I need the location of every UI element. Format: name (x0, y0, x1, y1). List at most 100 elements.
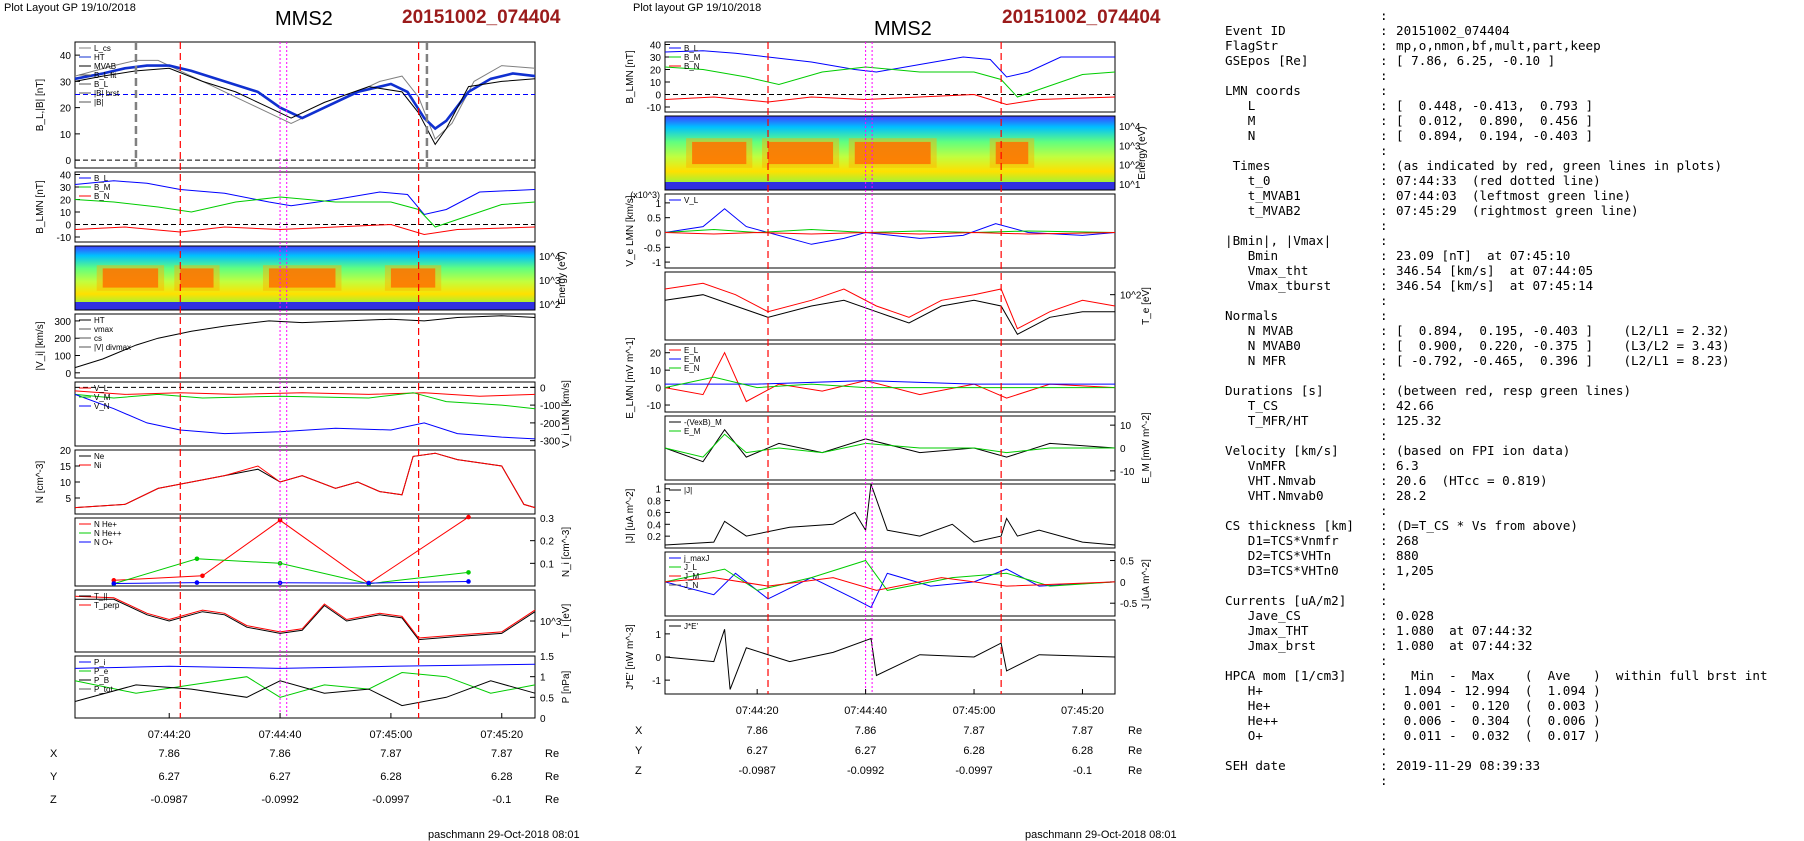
legend-label: B_L fit (94, 71, 117, 80)
series-line-black (74, 680, 536, 707)
series-line-red (74, 452, 536, 509)
y-tick-label: 0 (65, 369, 71, 380)
summary-colon: : (1380, 323, 1388, 338)
ephemeris-unit: Re (545, 771, 559, 783)
series-line-blue (74, 180, 536, 216)
y-tick-label: 30 (60, 183, 72, 194)
y-tick-label: 0.5 (647, 214, 661, 225)
summary-colon: : (1380, 368, 1388, 383)
series-line-blue (664, 50, 1115, 78)
panel-7: 0.20.40.60.81 |J| |J| [uA m^-2] (625, 483, 1116, 549)
summary-row: : (1225, 293, 1800, 308)
series-point-red (277, 517, 283, 523)
summary-row: D2=TCS*VHTn:880 (1225, 548, 1800, 563)
ephemeris-value: 7.87 (380, 748, 401, 760)
series-line-black (664, 483, 1116, 546)
energy-tick-label: 10^4 (539, 252, 561, 263)
summary-row: Vmax_tht:346.54 [km/s] at 07:44:05 (1225, 263, 1800, 278)
summary-row: Durations [s]: (between red, resp green l… (1225, 383, 1800, 398)
summary-key: N MVAB0 (1225, 338, 1301, 353)
summary-value (1396, 308, 1800, 323)
summary-key: D1=TCS*Vnmfr (1225, 533, 1339, 548)
summary-row: VnMFR:6.3 (1225, 458, 1800, 473)
summary-colon: : (1380, 698, 1388, 713)
y-tick-label: -1 (652, 676, 661, 687)
summary-value: mp,o,nmon,bf,mult,part,keep (1396, 38, 1601, 53)
panel-frame (664, 483, 1116, 549)
y-tick-label: 0.2 (647, 532, 661, 543)
series-line-black (664, 428, 1116, 463)
summary-row: LMN coords: (1225, 83, 1800, 98)
legend-label: B_L (94, 174, 109, 183)
panel-frame (664, 551, 1116, 617)
legend-label: HT (94, 316, 105, 325)
summary-key: Bmin (1225, 248, 1279, 263)
series-line-red (74, 595, 536, 639)
time-tick-label: 07:45:20 (480, 729, 523, 741)
summary-colon: : (1380, 428, 1388, 443)
summary-value: 6.3 (1396, 458, 1419, 473)
panel-4: 10^2 T_e [eV] (664, 271, 1152, 341)
summary-row: : (1225, 8, 1800, 23)
summary-value (1396, 428, 1800, 443)
legend-label: P_B (94, 676, 109, 685)
summary-row: N: [ 0.894, 0.194, -0.403 ] (1225, 128, 1800, 143)
summary-colon: : (1380, 473, 1388, 488)
panel-frame (74, 449, 536, 515)
ephemeris-value: 6.27 (159, 771, 180, 783)
summary-key (1225, 578, 1380, 593)
legend-label: B_L (684, 44, 699, 53)
summary-colon: : (1380, 278, 1388, 293)
y-tick-label: 0 (655, 91, 661, 102)
summary-key: O+ (1225, 728, 1263, 743)
legend-label: vmax (94, 325, 113, 334)
time-tick-label: 07:44:20 (736, 705, 779, 717)
ephemeris-value: 6.27 (269, 771, 290, 783)
summary-row: He++: 0.006 - 0.304 ( 0.006 ) (1225, 713, 1800, 728)
summary-row: : (1225, 653, 1800, 668)
y-tick-label: 20 (650, 349, 662, 360)
legend-label: T_|| (94, 592, 108, 601)
ephemeris-value: -0.0987 (151, 794, 188, 806)
summary-row: GSEpos [Re]: [ 7.86, 6.25, -0.10 ] (1225, 53, 1800, 68)
summary-row: CS thickness [km]: (D=T_CS * Vs from abov… (1225, 518, 1800, 533)
panel-ylabel: N_i [cm^-3] (561, 527, 572, 577)
ephemeris-label-x: X (635, 725, 643, 737)
summary-key: VnMFR (1225, 458, 1286, 473)
ephemeris-value: 6.28 (1072, 745, 1093, 757)
y-tick-label: 0 (65, 156, 71, 167)
y-tick-label: 10^3 (540, 617, 562, 628)
summary-row: FlagStr: mp,o,nmon,bf,mult,part,keep (1225, 38, 1800, 53)
y-tick-label: 0.6 (647, 508, 661, 519)
summary-key: LMN coords (1225, 83, 1301, 98)
summary-key: T_CS (1225, 398, 1279, 413)
summary-colon: : (1380, 53, 1388, 68)
panel-frame (74, 517, 536, 587)
summary-value: 07:44:03 (leftmost green line) (1396, 188, 1632, 203)
summary-value: [ 7.86, 6.25, -0.10 ] (1396, 53, 1556, 68)
legend-label: P_i (94, 658, 106, 667)
summary-row: : (1225, 578, 1800, 593)
summary-value: [ 0.012, 0.890, 0.456 ] (1396, 113, 1594, 128)
summary-key: N MVAB (1225, 323, 1294, 338)
summary-key: M (1225, 113, 1256, 128)
y-tick-label: 10^2 (1120, 291, 1142, 302)
heatmap-hot-band-4 (390, 268, 436, 288)
event-id-title-middle: 20151002_074404 (1002, 7, 1161, 28)
heatmap-hot-band-3 (854, 141, 931, 165)
summary-key (1225, 653, 1380, 668)
summary-value: 1,205 (1396, 563, 1434, 578)
summary-colon: : (1380, 113, 1388, 128)
panel-frame (74, 245, 536, 311)
series-point-blue (366, 580, 372, 586)
series-line-red (664, 577, 1116, 591)
summary-row: Jmax_THT:1.080 at 07:44:32 (1225, 623, 1800, 638)
summary-colon: : (1380, 23, 1388, 38)
summary-row: D3=TCS*VHTn0:1,205 (1225, 563, 1800, 578)
summary-row: : (1225, 743, 1800, 758)
summary-key (1225, 218, 1380, 233)
summary-colon: : (1380, 188, 1388, 203)
panel-ylabel: T_i [eV] (561, 604, 572, 639)
panel-frame (664, 415, 1116, 481)
panel-3: -1 -0.5 0 0.5 1 V_L (x10^3)V_e LMN [km/s] (625, 190, 1116, 269)
